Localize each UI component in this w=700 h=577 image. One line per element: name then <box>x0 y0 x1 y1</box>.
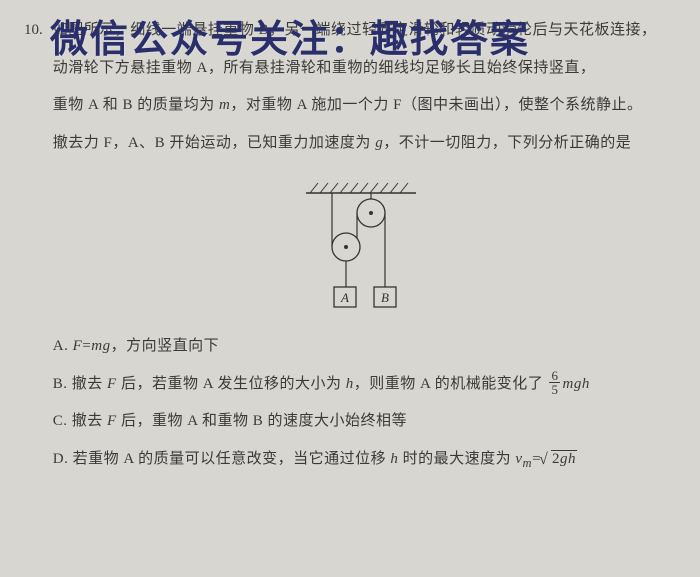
oa-g: g <box>103 338 111 354</box>
option-d: D. 若重物 A 的质量可以任意改变，当它通过位移 h 时的最大速度为 vm=2… <box>53 441 670 479</box>
q4-g: g <box>375 135 383 151</box>
question-number: 10. <box>24 12 43 479</box>
q4-t1: 撤去力 F，A、B 开始运动，已知重力加速度为 <box>53 135 375 151</box>
od-rh: h <box>568 451 576 467</box>
oa-eq: = <box>82 338 91 354</box>
oc-t2: 后，重物 A 和重物 B 的速度大小始终相等 <box>117 413 407 429</box>
q-line-3: 重物 A 和 B 的质量均为 m，对重物 A 施加一个力 F（图中未画出），使整… <box>53 87 670 125</box>
ob-prefix: B. <box>53 376 72 392</box>
question-block: 10. 如图所示，细线一端悬挂重物 B，另一端绕过轻质定滑轮和轻质动滑轮后与天花… <box>24 12 670 479</box>
ob-f: F <box>107 376 117 392</box>
q3-m: m <box>219 97 230 113</box>
ob-h: h <box>346 376 354 392</box>
ob-num: 6 <box>549 369 560 383</box>
ob-m: m <box>562 376 573 392</box>
q3-t1: 重物 A 和 B 的质量均为 <box>53 97 219 113</box>
od-t1: 若重物 A 的质量可以任意改变，当它通过位移 <box>73 451 391 467</box>
weight-a-label: A <box>340 290 349 305</box>
q3-t2: ，对重物 A 施加一个力 F（图中未画出），使整个系统静止。 <box>230 97 642 113</box>
oc-f: F <box>107 413 117 429</box>
oc-prefix: C. <box>53 413 72 429</box>
ob-g: g <box>574 376 582 392</box>
q-line-4: 撤去力 F，A、B 开始运动，已知重力加速度为 g，不计一切阻力，下列分析正确的… <box>53 125 670 163</box>
option-c: C. 撤去 F 后，重物 A 和重物 B 的速度大小始终相等 <box>53 403 670 441</box>
oa-after: ，方向竖直向下 <box>111 338 220 354</box>
od-sub: m <box>523 456 533 470</box>
ob-h2: h <box>582 376 590 392</box>
od-r2: 2 <box>552 451 560 467</box>
od-sqrt: 2gh <box>541 441 577 479</box>
ob-t1: 撤去 <box>72 376 107 392</box>
weight-b-label: B <box>381 290 389 305</box>
option-b: B. 撤去 F 后，若重物 A 发生位移的大小为 h，则重物 A 的机械能变化了… <box>53 366 670 404</box>
od-v: v <box>515 451 522 467</box>
watermark-text: 微信公众号关注：趣找答案 <box>50 8 530 63</box>
oc-t1: 撤去 <box>72 413 107 429</box>
od-rg: g <box>560 451 568 467</box>
option-a: A. F=mg，方向竖直向下 <box>53 328 670 366</box>
ob-t2: 后，若重物 A 发生位移的大小为 <box>117 376 346 392</box>
od-t2: 时的最大速度为 <box>398 451 515 467</box>
od-prefix: D. <box>53 451 73 467</box>
question-body: 如图所示，细线一端悬挂重物 B，另一端绕过轻质定滑轮和轻质动滑轮后与天花板连接，… <box>53 12 670 479</box>
oa-m: m <box>91 338 102 354</box>
oa-f: F <box>73 338 83 354</box>
diagram-container: A B <box>53 175 670 315</box>
oa-prefix: A. <box>53 338 73 354</box>
options-block: A. F=mg，方向竖直向下 B. 撤去 F 后，若重物 A 发生位移的大小为 … <box>53 328 670 479</box>
pulley-diagram: A B <box>276 175 446 315</box>
ob-den: 5 <box>549 383 560 396</box>
ob-t3: ，则重物 A 的机械能变化了 <box>354 376 548 392</box>
q4-t2: ，不计一切阻力，下列分析正确的是 <box>383 135 631 151</box>
ob-frac: 65 <box>549 369 560 396</box>
